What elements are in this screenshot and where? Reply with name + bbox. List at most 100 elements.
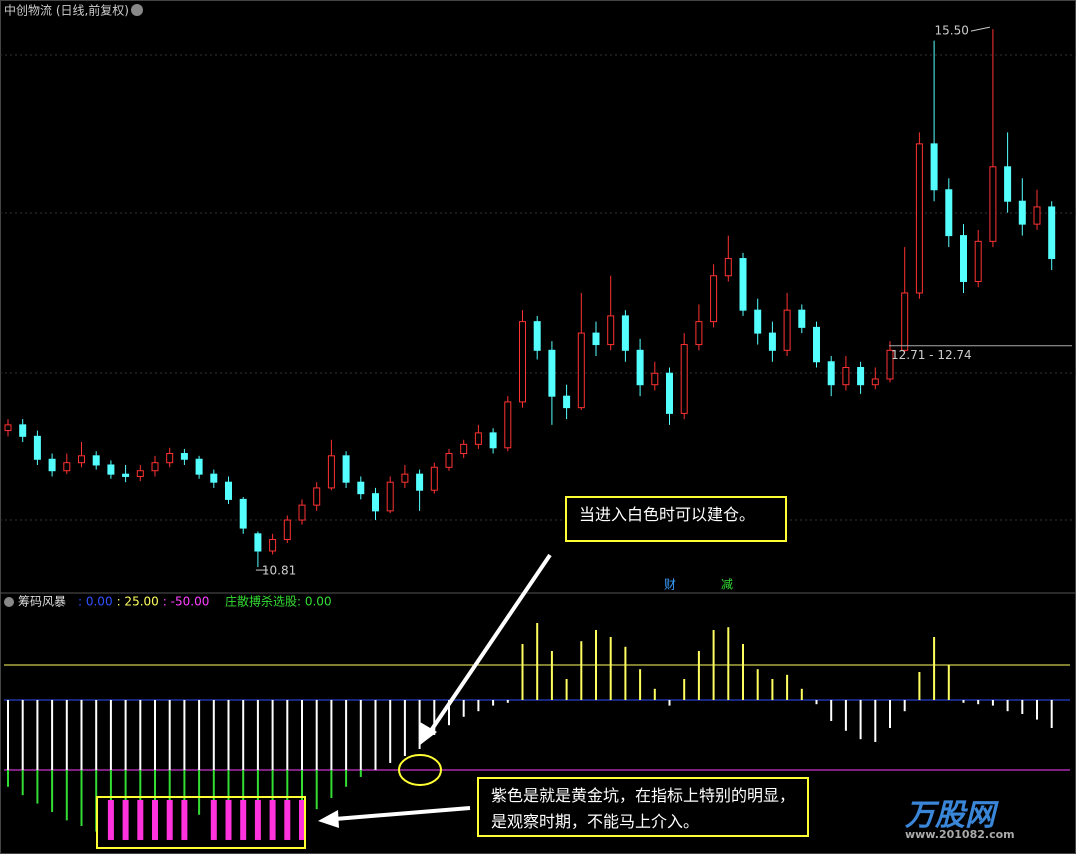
bar <box>65 699 68 770</box>
bar <box>609 637 612 700</box>
price-grid <box>0 54 1076 521</box>
candle-body <box>710 275 718 323</box>
bar <box>256 699 259 770</box>
event-label: 减 <box>721 578 733 592</box>
bar <box>359 769 362 777</box>
candle-body <box>386 481 394 512</box>
candle-body <box>651 372 659 386</box>
bar <box>1006 699 1009 712</box>
arrow <box>426 553 552 737</box>
bar <box>7 699 9 770</box>
bar <box>683 679 686 700</box>
bar <box>330 699 333 770</box>
bar <box>242 699 245 770</box>
candle-body <box>4 424 12 432</box>
bar <box>889 699 891 728</box>
candle-body <box>842 367 850 386</box>
collapse-icon[interactable] <box>4 597 14 607</box>
legend-value: : 0.00 <box>78 595 113 609</box>
bar <box>225 799 232 840</box>
bar <box>506 699 509 703</box>
candle-body <box>886 349 894 380</box>
bar <box>580 641 583 700</box>
candle-body <box>548 349 556 397</box>
bar <box>1050 699 1053 728</box>
bar <box>80 699 83 770</box>
bar <box>80 769 83 826</box>
bar <box>21 699 24 770</box>
bar <box>154 699 156 770</box>
candle-body <box>827 361 835 386</box>
bar <box>742 644 744 700</box>
candle-body <box>489 432 497 449</box>
candle-body <box>107 464 115 475</box>
bar <box>903 699 906 712</box>
candle-body <box>666 372 673 414</box>
bar <box>198 699 201 770</box>
bar <box>1036 699 1038 720</box>
candle-body <box>19 424 27 437</box>
bar <box>301 699 303 770</box>
bar <box>697 651 700 700</box>
highlight-box <box>96 796 306 849</box>
bar <box>124 699 127 770</box>
max-label: 15.50 <box>935 24 969 38</box>
bar <box>977 699 980 705</box>
bar <box>844 699 847 731</box>
candle-body <box>533 321 541 351</box>
candle-body <box>92 455 100 466</box>
candle-body <box>225 481 232 500</box>
bar <box>284 799 291 840</box>
min-label: 10.81 <box>262 564 296 578</box>
bar <box>712 630 715 700</box>
bar <box>227 699 230 770</box>
bar <box>1021 699 1024 714</box>
legend-signal: 庄散搏杀选股: 0.00 <box>225 594 332 609</box>
candle-body <box>445 453 453 468</box>
bar <box>624 646 627 700</box>
candle-body <box>78 455 85 464</box>
arrow-head <box>420 722 437 745</box>
legend-value: : -50.00 <box>163 595 210 609</box>
bar <box>403 699 406 756</box>
bar <box>137 799 144 840</box>
candle-body <box>871 378 879 386</box>
bar <box>198 769 201 815</box>
candle-body <box>372 493 379 512</box>
bar <box>109 699 112 770</box>
bar <box>962 699 965 703</box>
bar <box>639 669 642 700</box>
candle-body <box>724 258 732 277</box>
bar <box>756 669 759 700</box>
candle-body <box>768 332 776 351</box>
bar <box>359 699 362 770</box>
candle-body <box>254 533 262 552</box>
candle-body <box>783 309 791 351</box>
indicator-title: 筹码风暴 <box>18 595 66 609</box>
annotation-box: 紫色是就是黄金坑，在指标上特别的明显，是观察时期，不能马上介入。 <box>477 777 809 837</box>
bar <box>271 699 274 770</box>
candle-body <box>857 367 865 386</box>
bar <box>536 623 539 700</box>
annotation-shapes <box>96 553 552 849</box>
bar <box>168 699 171 770</box>
bar <box>269 799 276 840</box>
dropdown-icon[interactable] <box>131 4 143 16</box>
bar <box>933 637 936 700</box>
bar <box>786 674 789 700</box>
bar <box>299 799 305 840</box>
bar <box>122 799 129 840</box>
candle-body <box>636 349 644 386</box>
bar <box>51 699 54 770</box>
bar <box>448 699 450 726</box>
bar <box>181 799 188 840</box>
bar <box>991 699 994 706</box>
candle-body <box>474 432 482 445</box>
annotation-box: 当进入白色时可以建仓。 <box>565 496 787 542</box>
candle-body <box>210 473 218 483</box>
watermark-brand: 万股网 <box>905 798 995 833</box>
event-label: 财 <box>664 578 676 592</box>
bar <box>152 799 158 840</box>
candle-body <box>519 321 526 403</box>
bar <box>212 699 215 770</box>
